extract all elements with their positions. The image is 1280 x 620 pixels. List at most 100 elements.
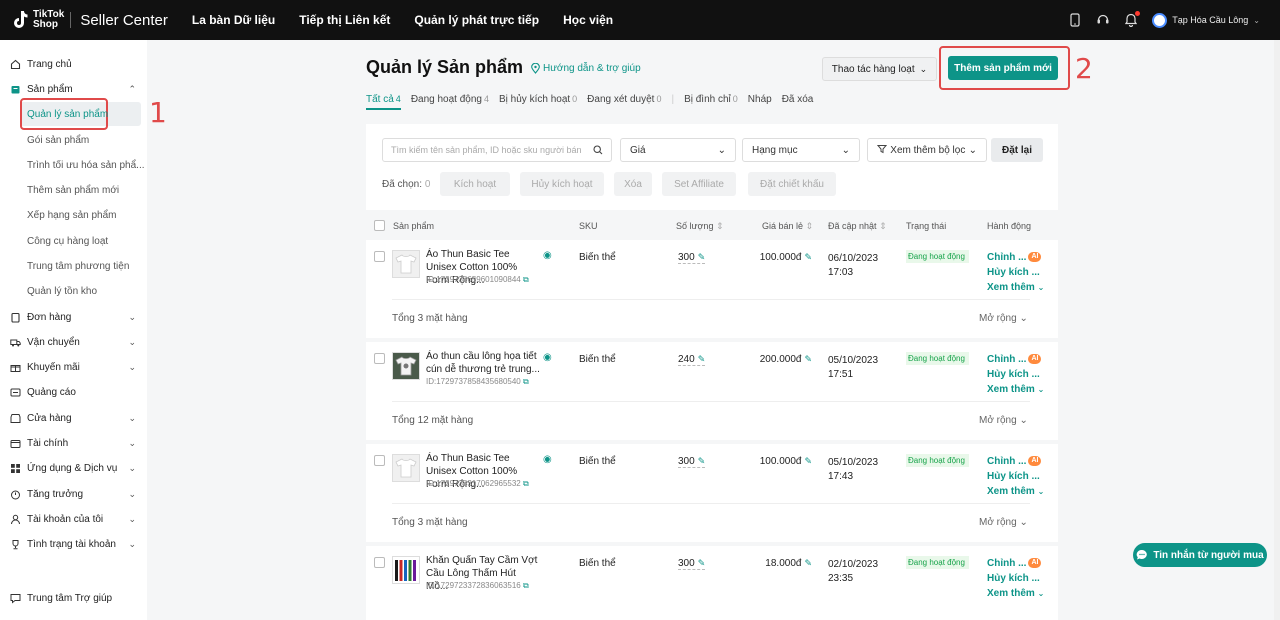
copy-icon[interactable]: ⧉ — [523, 581, 529, 590]
bulk-actions-dropdown[interactable]: Thao tác hàng loạt ⌄ — [822, 57, 937, 81]
sidebar-sub-product-manage[interactable]: Quản lý sản phẩm — [27, 109, 109, 120]
delete-button[interactable]: Xóa — [614, 172, 652, 196]
copy-icon[interactable]: ⧉ — [523, 275, 529, 284]
product-name[interactable]: Áo Thun Basic Tee Unisex Cotton 100% For… — [426, 453, 518, 490]
price-select[interactable]: Giá ⌄ — [620, 138, 736, 162]
sidebar-item-shop[interactable]: Cửa hàng ⌄ — [10, 408, 140, 428]
edit-icon[interactable]: ✎ — [804, 558, 812, 568]
sidebar-item-account-health[interactable]: Tình trạng tài khoản ⌄ — [10, 534, 140, 554]
column-updated[interactable]: Đã cập nhật ⇕ — [828, 221, 887, 232]
sidebar-item-growth[interactable]: Tăng trưởng ⌄ — [10, 484, 140, 504]
edit-action[interactable]: Chỉnh ... AI — [987, 352, 1044, 367]
sidebar-item-orders[interactable]: Đơn hàng ⌄ — [10, 307, 140, 327]
sidebar-sub-bulk-tools[interactable]: Công cụ hàng loạt — [27, 236, 109, 247]
sidebar-sub-bundles[interactable]: Gói sản phẩm — [27, 135, 90, 146]
buyer-messages-button[interactable]: Tin nhắn từ người mua — [1133, 543, 1267, 567]
sidebar-sub-add-product[interactable]: Thêm sản phẩm mới — [27, 185, 120, 196]
expand-toggle[interactable]: Mở rộng ⌄ — [979, 313, 1028, 324]
expand-toggle[interactable]: Mở rộng ⌄ — [979, 517, 1028, 528]
sidebar-sub-optimizer[interactable]: Trình tối ưu hóa sản phẩ... — [27, 160, 145, 171]
expand-toggle[interactable]: Mở rộng ⌄ — [979, 415, 1028, 426]
product-thumbnail[interactable] — [392, 556, 420, 584]
edit-icon[interactable]: ✎ — [697, 354, 706, 364]
set-discount-button[interactable]: Đặt chiết khấu — [748, 172, 836, 196]
tab-suspended[interactable]: Bị đình chỉ 0 — [684, 94, 738, 105]
column-quantity[interactable]: Số lượng ⇕ — [676, 221, 724, 232]
sidebar-item-my-account[interactable]: Tài khoản của tôi ⌄ — [10, 509, 140, 529]
sidebar-sub-ranking[interactable]: Xếp hạng sản phẩm — [27, 210, 117, 221]
price-value[interactable]: 100.000đ ✎ — [760, 252, 812, 263]
sidebar-item-shipping[interactable]: Vận chuyển ⌄ — [10, 332, 140, 352]
tab-deactivated[interactable]: Bị hủy kích hoạt 0 — [499, 94, 577, 105]
sidebar-item-ads[interactable]: Quảng cáo — [10, 382, 140, 402]
tab-reviewing[interactable]: Đang xét duyệt 0 — [587, 94, 661, 105]
sidebar-sub-inventory[interactable]: Quản lý tồn kho — [27, 286, 98, 297]
product-name[interactable]: Khăn Quấn Tay Cầm Vợt Cầu Lông Thấm Hút … — [426, 555, 538, 592]
deactivate-action[interactable]: Hủy kích ... — [987, 369, 1040, 380]
eye-icon[interactable]: ◉ — [543, 454, 552, 465]
more-action[interactable]: Xem thêm ⌄ — [987, 280, 1044, 295]
edit-icon[interactable]: ✎ — [804, 252, 812, 262]
tab-all[interactable]: Tất cả 4 — [366, 94, 401, 105]
row-checkbox[interactable] — [374, 557, 385, 568]
edit-action[interactable]: Chỉnh ... AI — [987, 250, 1044, 265]
column-price[interactable]: Giá bán lẻ ⇕ — [762, 221, 813, 232]
edit-icon[interactable]: ✎ — [804, 354, 812, 364]
deactivate-button[interactable]: Hủy kích hoạt — [520, 172, 604, 196]
set-affiliate-button[interactable]: Set Affiliate — [662, 172, 736, 196]
deactivate-action[interactable]: Hủy kích ... — [987, 573, 1040, 584]
product-name[interactable]: Áo Thun Basic Tee Unisex Cotton 100% For… — [426, 249, 518, 286]
deactivate-action[interactable]: Hủy kích ... — [987, 267, 1040, 278]
row-checkbox[interactable] — [374, 251, 385, 262]
copy-icon[interactable]: ⧉ — [523, 479, 529, 488]
sidebar-item-help-center[interactable]: Trung tâm Trợ giúp — [10, 588, 140, 608]
product-thumbnail[interactable] — [392, 454, 420, 482]
row-checkbox[interactable] — [374, 353, 385, 364]
mobile-icon[interactable] — [1068, 13, 1082, 27]
sidebar-item-finance[interactable]: Tài chính ⌄ — [10, 433, 140, 453]
more-action[interactable]: Xem thêm ⌄ — [987, 586, 1044, 601]
sidebar-item-products[interactable]: Sản phẩm ⌃ — [10, 79, 140, 99]
category-select[interactable]: Hạng mục ⌄ — [742, 138, 860, 162]
tab-draft[interactable]: Nháp — [748, 94, 772, 105]
quantity-value[interactable]: 300 ✎ — [678, 558, 706, 570]
reset-button[interactable]: Đặt lại — [991, 138, 1043, 162]
nav-affiliate[interactable]: Tiếp thị Liên kết — [299, 13, 391, 27]
sidebar-item-promotions[interactable]: Khuyến mãi ⌄ — [10, 357, 140, 377]
deactivate-action[interactable]: Hủy kích ... — [987, 471, 1040, 482]
row-checkbox[interactable] — [374, 455, 385, 466]
product-thumbnail[interactable] — [392, 250, 420, 278]
sidebar-item-home[interactable]: Trang chủ — [10, 54, 140, 74]
more-filters-select[interactable]: Xem thêm bộ lọc ⌄ — [867, 138, 987, 162]
edit-action[interactable]: Chỉnh ... AI — [987, 454, 1044, 469]
eye-icon[interactable]: ◉ — [543, 352, 552, 363]
nav-academy[interactable]: Học viện — [563, 13, 614, 27]
quantity-value[interactable]: 300 ✎ — [678, 252, 706, 264]
support-icon[interactable] — [1096, 13, 1110, 27]
product-name[interactable]: Áo thun cầu lông họa tiết cún dễ thương … — [426, 351, 540, 375]
more-action[interactable]: Xem thêm ⌄ — [987, 382, 1044, 397]
product-thumbnail[interactable] — [392, 352, 420, 380]
shop-switcher[interactable]: Tạp Hóa Cầu Lông ⌄ — [1152, 12, 1260, 28]
tab-active[interactable]: Đang hoạt động 4 — [411, 94, 489, 105]
nav-live-manage[interactable]: Quản lý phát trực tiếp — [414, 13, 540, 27]
eye-icon[interactable]: ◉ — [543, 250, 552, 261]
page-scrollbar[interactable] — [1274, 40, 1280, 620]
add-product-button[interactable]: Thêm sản phẩm mới — [948, 56, 1058, 80]
search-input[interactable]: Tìm kiếm tên sản phẩm, ID hoặc sku người… — [382, 138, 612, 162]
tab-deleted[interactable]: Đã xóa — [782, 94, 814, 105]
quantity-value[interactable]: 300 ✎ — [678, 456, 706, 468]
edit-icon[interactable]: ✎ — [697, 558, 706, 568]
sidebar-item-apps[interactable]: Ứng dụng & Dịch vụ ⌄ — [10, 458, 140, 478]
activate-button[interactable]: Kích hoạt — [440, 172, 510, 196]
quantity-value[interactable]: 240 ✎ — [678, 354, 706, 366]
tiktok-shop-logo[interactable]: TikTok Shop — [10, 9, 64, 31]
price-value[interactable]: 100.000đ ✎ — [760, 456, 812, 467]
copy-icon[interactable]: ⧉ — [523, 377, 529, 386]
price-value[interactable]: 200.000đ ✎ — [760, 354, 812, 365]
nav-data-compass[interactable]: La bàn Dữ liệu — [191, 13, 276, 27]
bell-icon[interactable] — [1124, 11, 1141, 27]
select-all-checkbox[interactable] — [374, 220, 385, 231]
edit-icon[interactable]: ✎ — [697, 252, 706, 262]
edit-icon[interactable]: ✎ — [697, 456, 706, 466]
